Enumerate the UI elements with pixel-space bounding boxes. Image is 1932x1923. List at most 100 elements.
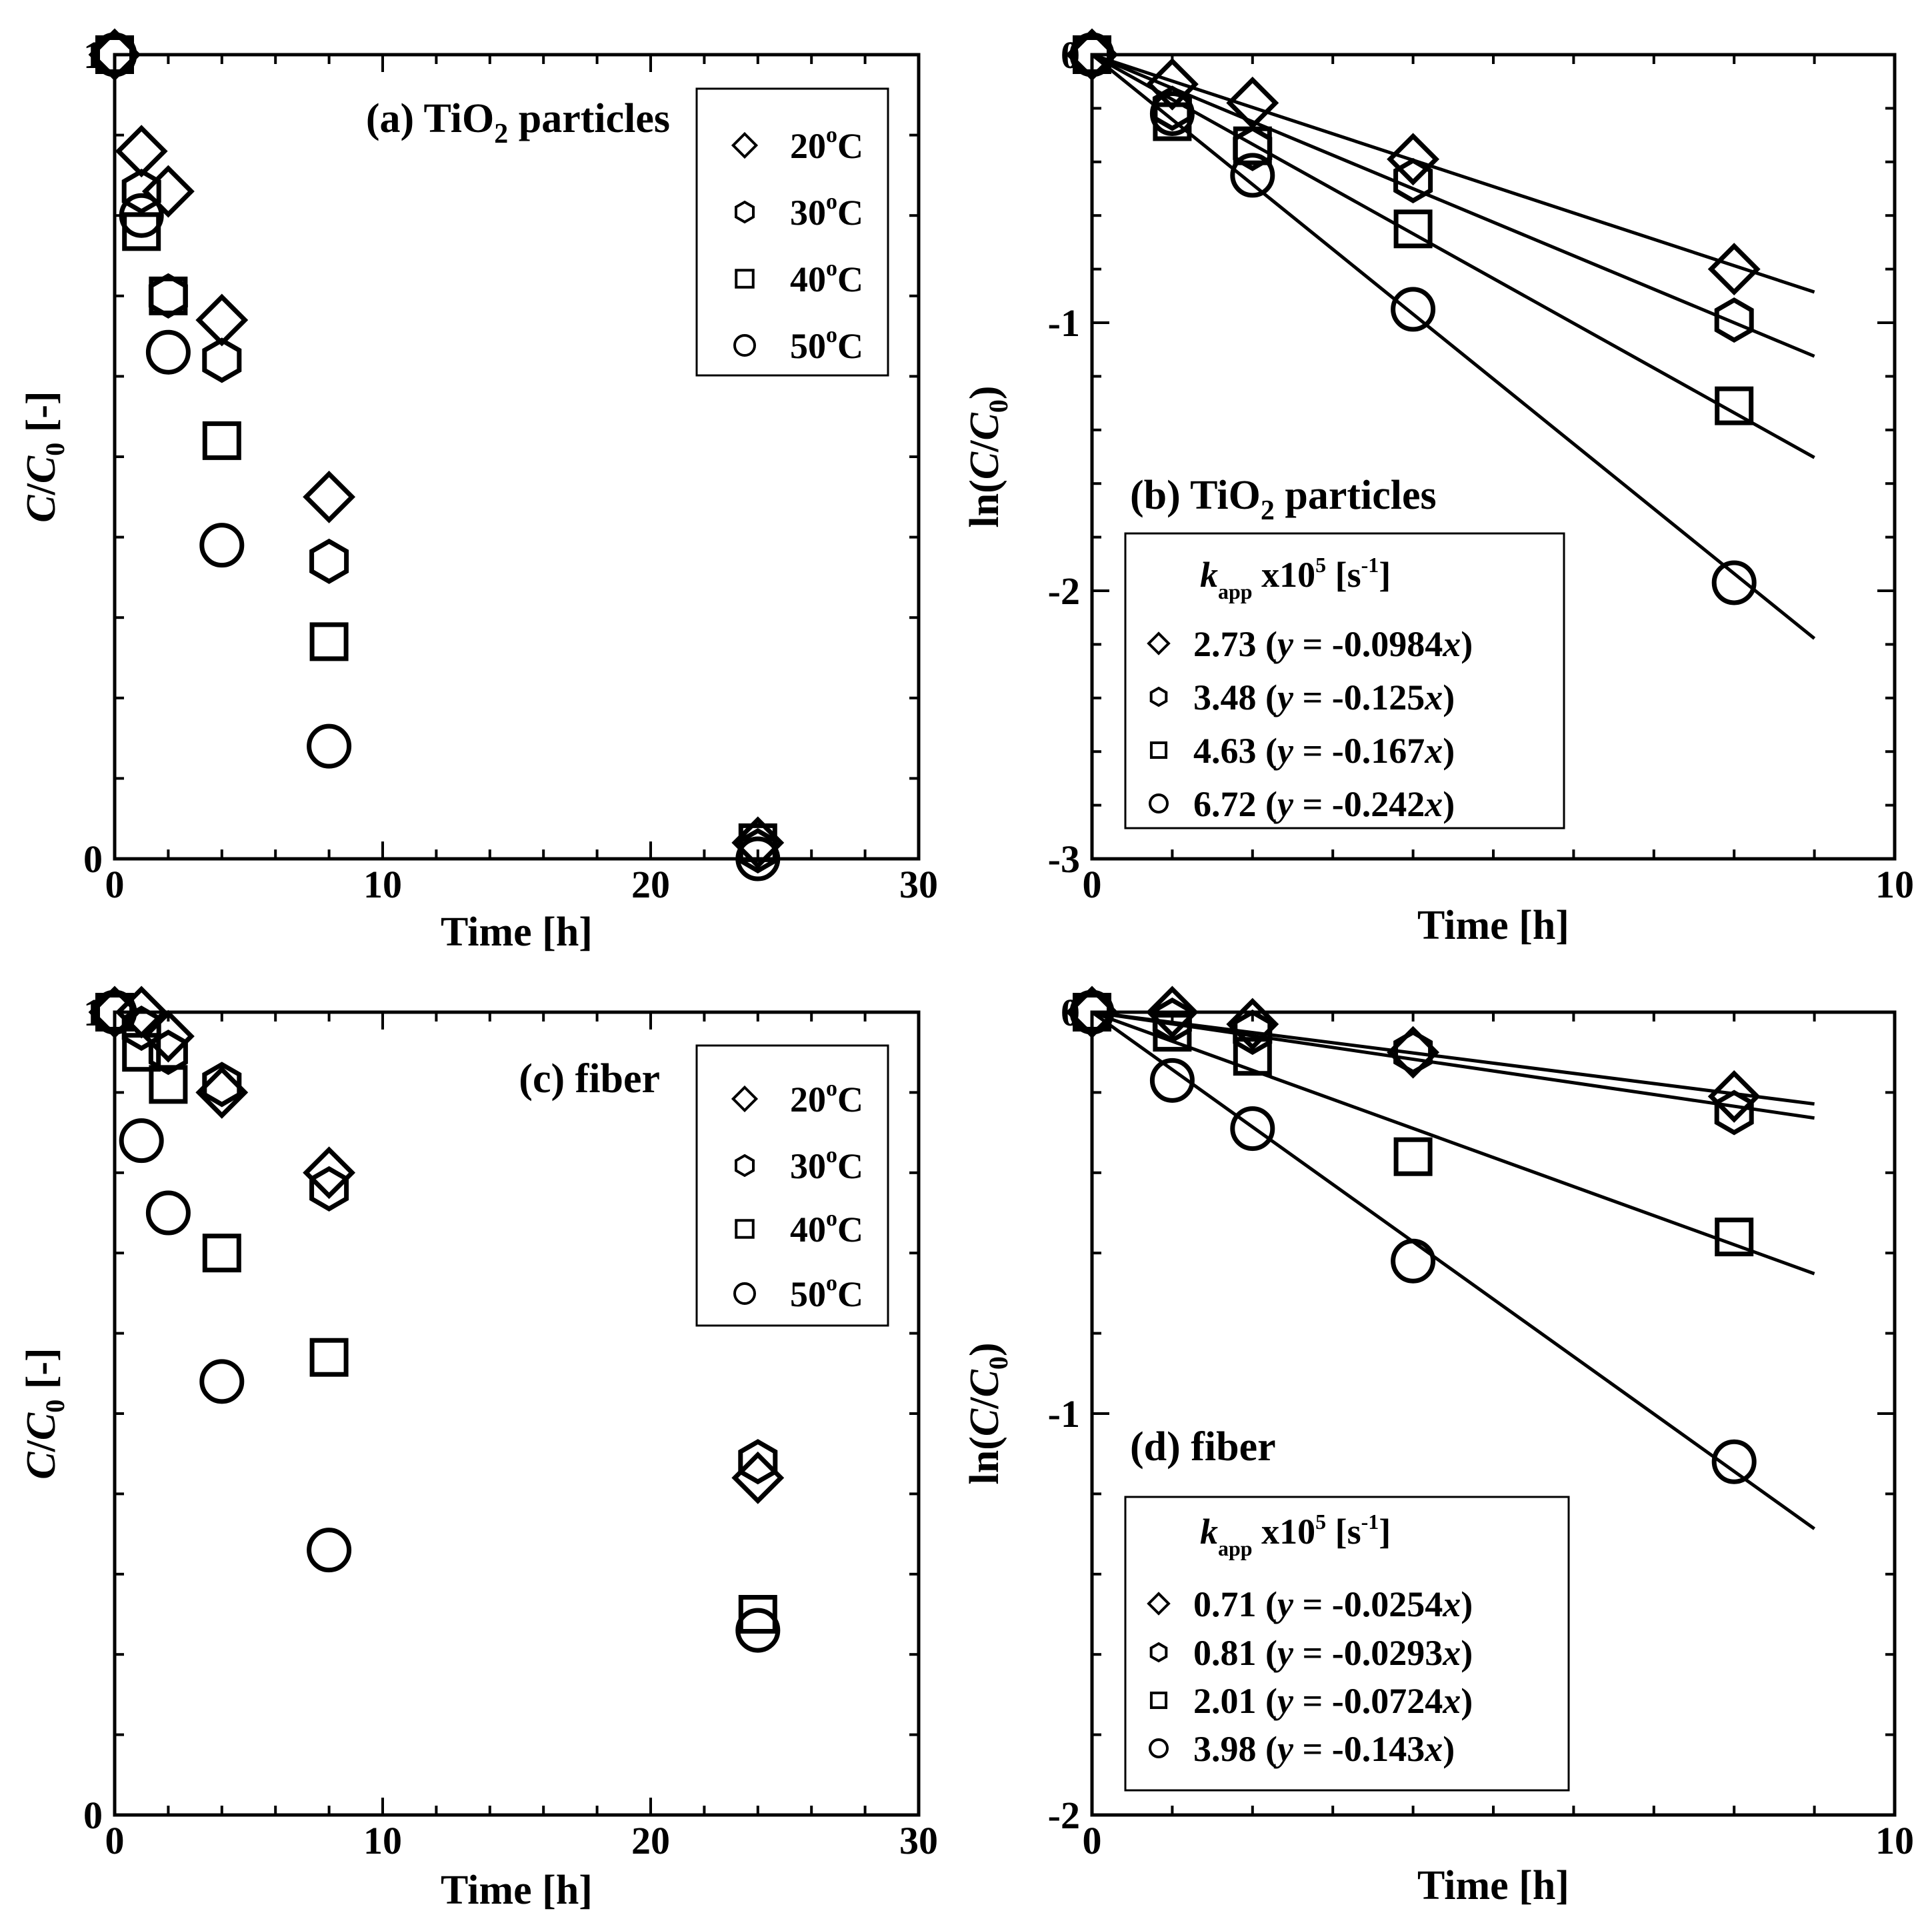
- data-point-square: [309, 1338, 349, 1377]
- data-point-hexagon: [1714, 1090, 1754, 1136]
- legend-entry: 0.81 (y = -0.0293x): [1193, 1633, 1473, 1673]
- data-point-diamond: [1145, 986, 1199, 1039]
- panel-title: (b) TiO2 particles: [1130, 473, 1437, 526]
- legend-marker-square: [735, 1219, 755, 1239]
- x-tick-label: 20: [631, 1819, 670, 1862]
- x-tick-label: 10: [1875, 863, 1914, 906]
- legend-entry: 50oC: [790, 323, 863, 366]
- x-axis-label: Time [h]: [1417, 903, 1569, 948]
- data-point-square: [95, 35, 134, 74]
- data-point-circle: [735, 1608, 781, 1653]
- data-point-hexagon: [1393, 157, 1433, 203]
- legend-entry: 50oC: [790, 1271, 863, 1314]
- data-point-hexagon: [121, 1006, 161, 1052]
- data-point-hexagon: [309, 1166, 349, 1212]
- data-point-diamond: [195, 293, 249, 347]
- data-point-hexagon: [121, 168, 161, 215]
- legend-marker-hexagon: [1149, 1642, 1168, 1663]
- data-point-square: [202, 1234, 241, 1273]
- legend: 20oC 30oC 40oC 50oC: [695, 1044, 889, 1327]
- data-point-diamond: [141, 1010, 195, 1063]
- x-tick-label: 0: [105, 863, 125, 906]
- legend-title: kapp x105 [s-1]: [1200, 553, 1391, 603]
- legend-entry: 3.98 (y = -0.143x): [1193, 1729, 1455, 1769]
- y-tick-label: -2: [1048, 1794, 1080, 1837]
- legend-marker-circle: [1149, 793, 1169, 813]
- data-point-square: [1233, 1037, 1272, 1076]
- x-axis-label: Time [h]: [441, 1868, 593, 1913]
- data-point-square: [122, 1033, 161, 1072]
- data-point-hexagon: [148, 1030, 188, 1076]
- data-point-hexagon: [1714, 297, 1754, 343]
- fit-line-diamond: [1091, 1010, 1815, 1106]
- data-point-diamond: [1707, 1070, 1761, 1123]
- data-point-circle: [1391, 287, 1436, 332]
- y-axis-label: ln(C/C0): [962, 1343, 1013, 1485]
- legend: kapp x105 [s-1] 2.73 (y = -0.0984x) 3.48 (…: [1124, 532, 1565, 829]
- data-point-circle: [1711, 1439, 1757, 1484]
- legend-title: kapp x105 [s-1]: [1200, 1510, 1391, 1560]
- data-point-circle: [145, 329, 191, 375]
- legend-entry: 2.73 (y = -0.0984x): [1193, 624, 1473, 664]
- x-tick-label: 0: [1083, 1819, 1102, 1862]
- data-point-diamond: [115, 125, 168, 178]
- x-tick-label: 30: [899, 1819, 938, 1862]
- data-point-diamond: [303, 470, 356, 523]
- data-point-circle: [119, 1118, 164, 1164]
- legend-marker-hexagon: [735, 1154, 755, 1178]
- data-point-square: [1715, 1218, 1754, 1257]
- data-point-circle: [1711, 560, 1757, 605]
- data-point-circle: [307, 1528, 352, 1573]
- legend-entry: 40oC: [790, 256, 863, 299]
- legend-entry: 40oC: [790, 1206, 863, 1250]
- legend-entry: 20oC: [790, 123, 863, 166]
- data-point-hexagon: [1152, 997, 1192, 1044]
- x-tick-label: 10: [1875, 1819, 1914, 1862]
- legend-entry: 0.71 (y = -0.0254x): [1193, 1584, 1473, 1624]
- data-point-circle: [119, 193, 164, 238]
- legend-box: [695, 1044, 889, 1327]
- y-tick-label: -3: [1048, 837, 1080, 881]
- panel-title: (d) fiber: [1130, 1424, 1276, 1470]
- legend-marker-diamond: [1147, 631, 1171, 655]
- data-point-square: [202, 421, 241, 460]
- y-tick-label: -2: [1048, 569, 1080, 613]
- legend-marker-diamond: [731, 1085, 759, 1113]
- legend-marker-diamond: [1147, 1592, 1171, 1616]
- data-point-square: [149, 276, 188, 315]
- y-tick-label: -1: [1048, 301, 1080, 345]
- x-tick-label: 30: [899, 863, 938, 906]
- data-point-square: [1073, 35, 1111, 74]
- data-point-hexagon: [148, 273, 188, 319]
- data-point-circle: [199, 1359, 245, 1404]
- legend: 20oC 30oC 40oC 50oC: [695, 87, 889, 377]
- x-tick-label: 0: [105, 1819, 125, 1862]
- legend-entry: 4.63 (y = -0.167x): [1193, 731, 1455, 771]
- data-point-hexagon: [738, 1439, 778, 1485]
- data-point-hexagon: [1233, 1010, 1273, 1056]
- legend-marker-diamond: [731, 131, 759, 159]
- data-point-square: [1073, 993, 1111, 1032]
- x-tick-label: 10: [363, 863, 402, 906]
- legend-marker-circle: [733, 1282, 756, 1305]
- y-tick-label: -1: [1048, 1392, 1080, 1436]
- data-point-square: [309, 622, 349, 661]
- y-tick-label: 0: [83, 837, 103, 881]
- legend-box: [695, 87, 889, 377]
- y-axis-label: C/C0 [-]: [19, 391, 70, 522]
- data-point-circle: [1230, 153, 1275, 198]
- legend-entry: 2.01 (y = -0.0724x): [1193, 1681, 1473, 1721]
- fit-line-hexagon: [1091, 53, 1815, 358]
- data-point-hexagon: [1393, 1030, 1433, 1076]
- panel-title: (a) TiO2 particles: [366, 96, 670, 149]
- data-point-diamond: [1387, 133, 1440, 186]
- data-point-hexagon: [1152, 85, 1192, 131]
- legend-marker-square: [735, 269, 755, 289]
- legend-entry: 30oC: [790, 189, 863, 233]
- data-point-square: [122, 212, 161, 251]
- fit-line-hexagon: [1091, 1010, 1815, 1120]
- data-point-circle: [735, 836, 781, 881]
